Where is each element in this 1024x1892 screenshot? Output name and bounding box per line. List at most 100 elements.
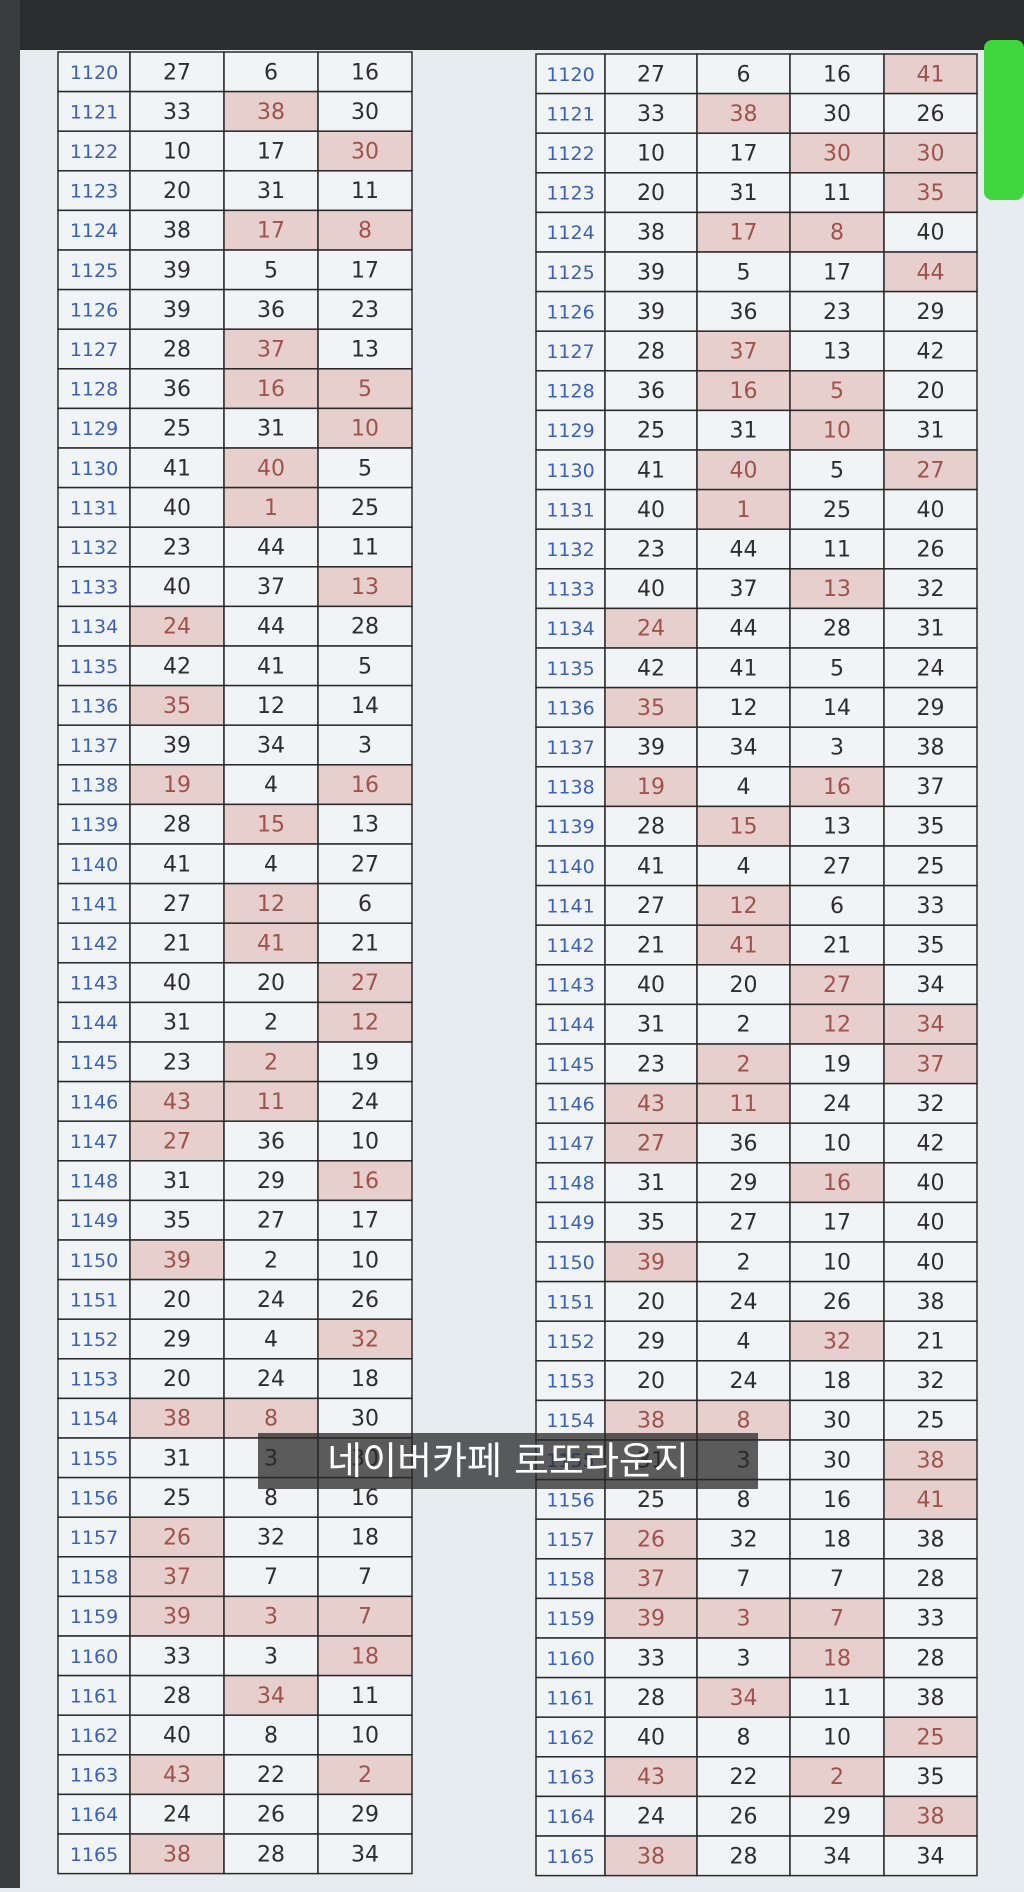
cell [129, 526, 225, 568]
cell-number: 34 [257, 734, 285, 759]
cell [223, 1754, 319, 1796]
cell-number: 10 [637, 142, 665, 167]
cell [223, 1556, 319, 1598]
cell-number: 24 [823, 1092, 851, 1117]
cell-number: 31 [257, 179, 285, 204]
cell [604, 1756, 698, 1798]
cell [696, 92, 791, 134]
cell-number: 34 [917, 973, 945, 998]
cell [317, 1318, 413, 1360]
cell [223, 328, 319, 370]
cell [317, 1674, 413, 1716]
cell-number: 1 [737, 498, 751, 523]
cell-number: 27 [637, 894, 665, 919]
round-number: 1123 [70, 181, 118, 203]
cell-number: 16 [823, 1171, 851, 1196]
cell-number: 3 [830, 736, 844, 761]
cell-number: 20 [163, 179, 191, 204]
cell-number: 19 [637, 775, 665, 800]
cell [789, 290, 885, 332]
cell [535, 370, 606, 412]
cell [57, 566, 131, 608]
cell [57, 209, 131, 251]
cell-number: 26 [257, 1803, 285, 1828]
cell [317, 1556, 413, 1598]
cell-number: 17 [730, 142, 758, 167]
round-number: 1139 [70, 814, 118, 836]
round-number: 1148 [546, 1173, 594, 1195]
cell [883, 1478, 978, 1520]
cell-number: 24 [637, 617, 665, 642]
round-number: 1160 [70, 1646, 118, 1668]
cell-number: 20 [257, 971, 285, 996]
cell [883, 1439, 978, 1481]
cell [883, 726, 978, 768]
cell-number: 17 [351, 258, 379, 283]
cell-number: 35 [163, 694, 191, 719]
round-number: 1146 [70, 1091, 118, 1113]
round-number: 1158 [70, 1567, 118, 1589]
cell-number: 13 [351, 813, 379, 838]
cell-number: 38 [917, 736, 945, 761]
cell [883, 1280, 978, 1322]
cell-number: 12 [823, 1013, 851, 1038]
cell-number: 33 [163, 100, 191, 125]
round-number: 1156 [546, 1489, 594, 1511]
round-number: 1146 [546, 1093, 594, 1115]
cell-number: 28 [823, 617, 851, 642]
cell-number: 35 [917, 815, 945, 840]
cell-number: 4 [264, 852, 278, 877]
cell [317, 170, 413, 212]
cell [535, 53, 606, 95]
cell-number: 21 [823, 934, 851, 959]
cell-number: 40 [163, 575, 191, 600]
cell [223, 803, 319, 845]
cell-number: 34 [257, 1684, 285, 1709]
cell [223, 1635, 319, 1677]
cell-number: 28 [637, 340, 665, 365]
cell [223, 249, 319, 291]
cell [883, 409, 978, 451]
cell-number: 32 [351, 1328, 379, 1353]
cell-number: 24 [257, 1288, 285, 1313]
cell [883, 1558, 978, 1600]
cell [883, 132, 978, 174]
cell-number: 8 [264, 1724, 278, 1749]
round-number: 1145 [546, 1054, 594, 1076]
cell [317, 724, 413, 766]
cell [57, 1754, 131, 1796]
cell-number: 36 [730, 300, 758, 325]
cell-number: 32 [730, 1528, 758, 1553]
cell-number: 39 [163, 1605, 191, 1630]
round-number: 1139 [546, 816, 594, 838]
round-number: 1121 [70, 101, 118, 123]
round-number: 1142 [70, 933, 118, 955]
cell-number: 11 [823, 181, 851, 206]
cell-number: 39 [637, 300, 665, 325]
cell-number: 1 [264, 496, 278, 521]
cell-number: 11 [351, 179, 379, 204]
cell [57, 1793, 131, 1835]
cell-number: 4 [737, 854, 751, 879]
cell-number: 35 [637, 1211, 665, 1236]
cell-number: 40 [637, 1726, 665, 1751]
cell-number: 8 [737, 1409, 751, 1434]
round-number: 1125 [70, 260, 118, 282]
cell-number: 30 [917, 142, 945, 167]
cell-number: 39 [163, 1248, 191, 1273]
cell-number: 23 [637, 538, 665, 563]
cell [57, 1001, 131, 1043]
cell [57, 1160, 131, 1202]
cell-number: 12 [730, 696, 758, 721]
cell [129, 1041, 225, 1083]
cell [696, 53, 791, 95]
cell [223, 526, 319, 568]
cell [604, 330, 698, 372]
cell-number: 23 [823, 300, 851, 325]
cell [883, 766, 978, 808]
cell [223, 645, 319, 687]
cell-number: 42 [917, 1132, 945, 1157]
cell [129, 1595, 225, 1637]
cell [789, 1003, 885, 1045]
cell [57, 51, 131, 93]
